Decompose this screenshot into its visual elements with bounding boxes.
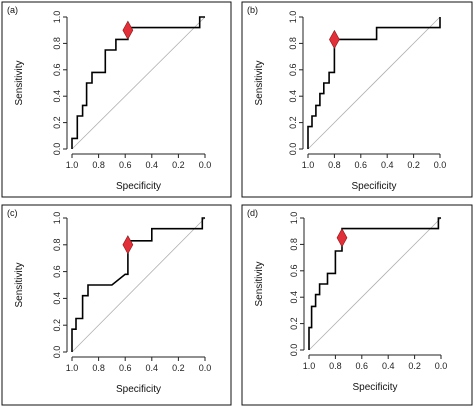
y-axis-title: Sensitivity xyxy=(254,60,265,105)
y-tick-label: 0.6 xyxy=(52,64,62,77)
chance-diagonal xyxy=(71,16,206,150)
x-tick-label: 0.4 xyxy=(381,160,394,170)
x-tick-label: 0.8 xyxy=(329,361,342,371)
chance-diagonal xyxy=(71,217,206,353)
x-tick-label: 0.6 xyxy=(119,160,132,170)
chance-diagonal xyxy=(307,16,441,150)
x-tick-label: 0.6 xyxy=(355,160,368,170)
y-tick-label: 1.0 xyxy=(289,212,299,225)
y-tick-label: 0.0 xyxy=(288,143,298,156)
optimal-cutoff-marker xyxy=(122,235,134,255)
panel-label: (d) xyxy=(247,208,258,218)
x-tick-label: 0.4 xyxy=(146,363,159,373)
panel-frame xyxy=(241,1,473,198)
optimal-cutoff-marker xyxy=(336,228,348,248)
x-axis-title: Specificity xyxy=(352,382,397,393)
panel-label: (a) xyxy=(7,5,18,15)
y-tick-label: 1.0 xyxy=(288,11,298,24)
y-tick-label: 0.4 xyxy=(289,291,299,304)
panel-label: (b) xyxy=(247,5,258,15)
x-tick-label: 0.6 xyxy=(356,361,369,371)
y-tick-label: 0.0 xyxy=(289,344,299,357)
y-axis-title: Sensitivity xyxy=(14,262,25,307)
y-tick-label: 0.8 xyxy=(289,238,299,251)
y-tick-label: 0.2 xyxy=(52,319,62,332)
x-axis-title: Specificity xyxy=(116,384,161,395)
y-tick-label: 0.0 xyxy=(52,346,62,359)
panel-frame xyxy=(1,204,232,406)
y-tick-label: 0.6 xyxy=(288,64,298,77)
x-tick-label: 0.2 xyxy=(172,160,185,170)
y-tick-label: 0.6 xyxy=(289,265,299,278)
y-tick-label: 0.4 xyxy=(52,90,62,103)
roc-curve xyxy=(71,217,205,352)
roc-panel-3: (c) 0.0 0.2 0.4 0.6 0.8 1.0 1.0 0.8 0.6 0.4 0.2 0.0 S… xyxy=(1,204,232,406)
x-tick-label: 0.2 xyxy=(172,363,185,373)
panel-label: (c) xyxy=(7,208,18,218)
y-tick-label: 0.2 xyxy=(289,317,299,330)
x-tick-label: 0.8 xyxy=(92,160,105,170)
x-tick-label: 0.0 xyxy=(199,160,212,170)
panel-frame xyxy=(241,204,473,406)
y-tick-label: 0.8 xyxy=(52,37,62,50)
y-tick-label: 1.0 xyxy=(52,212,62,225)
y-tick-label: 1.0 xyxy=(52,11,62,24)
x-tick-label: 0.0 xyxy=(434,160,447,170)
y-tick-label: 0.4 xyxy=(52,292,62,305)
panel-frame xyxy=(1,1,232,198)
x-tick-label: 0.2 xyxy=(407,160,420,170)
y-tick-label: 0.8 xyxy=(288,37,298,50)
x-tick-label: 1.0 xyxy=(66,363,79,373)
x-tick-label: 1.0 xyxy=(302,160,315,170)
roc-curve xyxy=(308,217,441,350)
x-tick-label: 0.4 xyxy=(382,361,395,371)
x-tick-label: 0.4 xyxy=(146,160,159,170)
x-tick-label: 0.0 xyxy=(435,361,448,371)
x-axis-title: Specificity xyxy=(351,181,396,192)
y-tick-label: 0.0 xyxy=(52,143,62,156)
x-axis-title: Specificity xyxy=(116,181,161,192)
x-tick-label: 0.8 xyxy=(92,363,105,373)
roc-curve xyxy=(307,17,441,149)
y-axis-title: Sensitivity xyxy=(14,60,25,105)
y-tick-label: 0.2 xyxy=(52,116,62,129)
y-tick-label: 0.2 xyxy=(288,116,298,129)
roc-panel-4: (d) 0.0 0.2 0.4 0.6 0.8 1.0 1.0 0.8 0.6 0.4 0.2 0.0 S… xyxy=(241,204,473,406)
optimal-cutoff-marker xyxy=(329,29,340,50)
roc-panel-2: (b) 0.0 0.2 0.4 0.6 0.8 1.0 1.0 0.8 0.6 0.4 0.2 0.0 S… xyxy=(241,1,473,198)
x-tick-label: 0.6 xyxy=(119,363,132,373)
roc-panel-1: (a) 0.0 0.2 0.4 0.6 0.8 1.0 1.0 0.8 0.6 0.4 0.2 0.0 S… xyxy=(1,1,232,198)
y-tick-label: 0.4 xyxy=(288,90,298,103)
x-tick-label: 1.0 xyxy=(303,361,316,371)
x-tick-label: 0.8 xyxy=(328,160,341,170)
y-tick-label: 0.8 xyxy=(52,239,62,252)
y-axis-title: Sensitivity xyxy=(254,261,265,306)
y-tick-label: 0.6 xyxy=(52,265,62,278)
x-tick-label: 0.2 xyxy=(408,361,421,371)
x-tick-label: 0.0 xyxy=(199,363,212,373)
optimal-cutoff-marker xyxy=(122,20,134,40)
x-tick-label: 1.0 xyxy=(66,160,79,170)
chance-diagonal xyxy=(308,217,442,351)
